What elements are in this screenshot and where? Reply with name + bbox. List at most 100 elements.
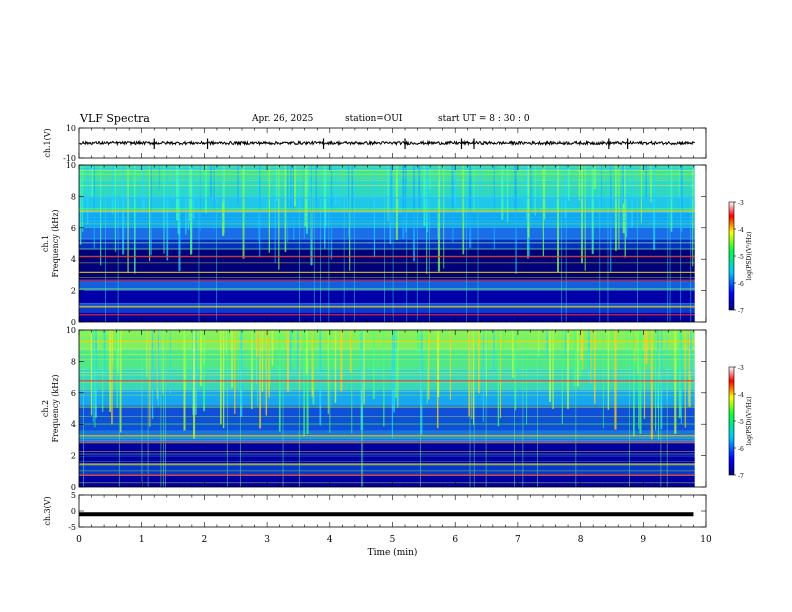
sferic-streak	[142, 165, 145, 211]
ch2-spec-y-tick-label: 6	[71, 389, 76, 398]
sferic-streak	[148, 165, 151, 262]
spectrum-band	[79, 474, 706, 487]
ch2-spec-y-tick-label: 4	[71, 420, 76, 429]
spectrum-band	[79, 196, 706, 213]
impulse-line	[165, 330, 166, 487]
sferic-streak	[203, 330, 205, 365]
sferic-streak	[242, 165, 245, 259]
sferic-streak	[552, 330, 554, 410]
narrowband-line	[79, 243, 706, 244]
sferic-streak	[692, 165, 694, 267]
sferic-streak	[631, 165, 633, 227]
sferic-streak	[304, 165, 307, 227]
spectrum-band	[79, 227, 706, 239]
sferic-streak	[594, 330, 596, 404]
sferic-streak	[427, 330, 430, 400]
sferic-streak	[426, 330, 428, 404]
ch2-spec-y-tick-label: 10	[66, 326, 76, 335]
sferic-streak	[243, 165, 245, 189]
sferic-streak	[303, 165, 305, 239]
sferic-streak	[287, 165, 289, 242]
sferic-streak	[567, 330, 569, 409]
sferic-streak	[396, 330, 398, 358]
narrowband-line	[79, 198, 706, 199]
sferic-streak	[678, 165, 680, 198]
emission-band	[79, 210, 706, 212]
sferic-streak	[92, 330, 94, 423]
sferic-streak	[578, 165, 581, 201]
x-tick-label: 8	[578, 535, 584, 545]
sferic-streak	[622, 165, 625, 204]
impulse-line	[485, 330, 487, 487]
sferic-streak	[688, 330, 691, 408]
narrowband-line	[79, 455, 706, 457]
sferic-streak	[643, 330, 646, 419]
sferic-streak	[383, 330, 385, 427]
sferic-streak	[222, 165, 224, 203]
narrowband-line	[79, 170, 706, 171]
sferic-streak	[680, 330, 682, 424]
narrowband-line	[79, 356, 706, 358]
ch1-spec-ylabel-frequency: Frequency (kHz)	[51, 209, 60, 277]
sferic-streak	[310, 165, 312, 193]
sferic-streak	[611, 330, 613, 367]
impulse-line	[660, 330, 662, 487]
sferic-streak	[278, 165, 280, 270]
narrowband-line	[79, 349, 706, 351]
spectrum-band	[79, 249, 706, 282]
sferic-streak	[340, 330, 343, 391]
sferic-streak	[387, 165, 389, 222]
sferic-streak	[452, 165, 454, 243]
sferic-streak	[393, 330, 395, 413]
sferic-streak	[310, 165, 313, 266]
sferic-streak	[303, 330, 305, 437]
ch2-colorbar	[728, 366, 735, 476]
ch2-spec-ylabel-frequency: Frequency (kHz)	[51, 374, 60, 442]
sferic-streak	[573, 330, 576, 387]
sferic-streak	[660, 330, 663, 429]
sferic-streak	[79, 165, 82, 245]
spectrum-band	[79, 180, 706, 197]
impulse-line	[226, 330, 228, 487]
sferic-streak	[473, 165, 475, 211]
impulse-line	[141, 330, 143, 487]
narrowband-line	[79, 440, 706, 442]
sferic-streak	[451, 165, 453, 213]
narrowband-line	[79, 374, 706, 376]
x-tick-label: 6	[452, 535, 458, 545]
sferic-streak	[514, 165, 516, 220]
ch1-colorbar-tick-label: -7	[738, 308, 744, 315]
ch2-colorbar-tick-label: -5	[738, 419, 744, 426]
sferic-streak	[348, 165, 350, 237]
sferic-streak	[674, 330, 677, 434]
station-label: station=OUI	[345, 114, 403, 124]
narrowband-line	[79, 464, 706, 466]
sferic-streak	[205, 165, 208, 214]
sferic-streak	[151, 330, 154, 419]
ch2-colorbar-tick-label: -7	[738, 473, 744, 480]
sferic-streak	[158, 165, 160, 189]
sferic-streak	[580, 330, 583, 361]
sferic-streak	[213, 165, 215, 230]
sferic-streak	[304, 330, 306, 371]
sferic-streak	[306, 330, 309, 435]
sferic-streak	[114, 165, 116, 252]
sferic-streak	[506, 165, 509, 223]
narrowband-line	[79, 470, 706, 472]
waveform-layer	[78, 138, 695, 517]
narrowband-line	[79, 303, 706, 305]
sferic-streak	[134, 165, 136, 274]
ch1-wave-y-tick-label: -10	[63, 154, 76, 163]
narrowband-line	[79, 390, 706, 392]
impulse-line	[118, 330, 120, 487]
ch1-spec-y-tick-label: 0	[71, 318, 76, 327]
sferic-streak	[178, 165, 181, 272]
sferic-streak	[261, 330, 264, 392]
sferic-streak	[162, 330, 164, 394]
ch1-spec-y-tick-label: 2	[71, 287, 76, 296]
sferic-streak	[306, 165, 308, 234]
ch1-waveform-line	[78, 139, 695, 147]
sferic-streak	[395, 165, 398, 241]
impulse-line	[361, 330, 362, 487]
spectrum-band	[79, 463, 706, 475]
